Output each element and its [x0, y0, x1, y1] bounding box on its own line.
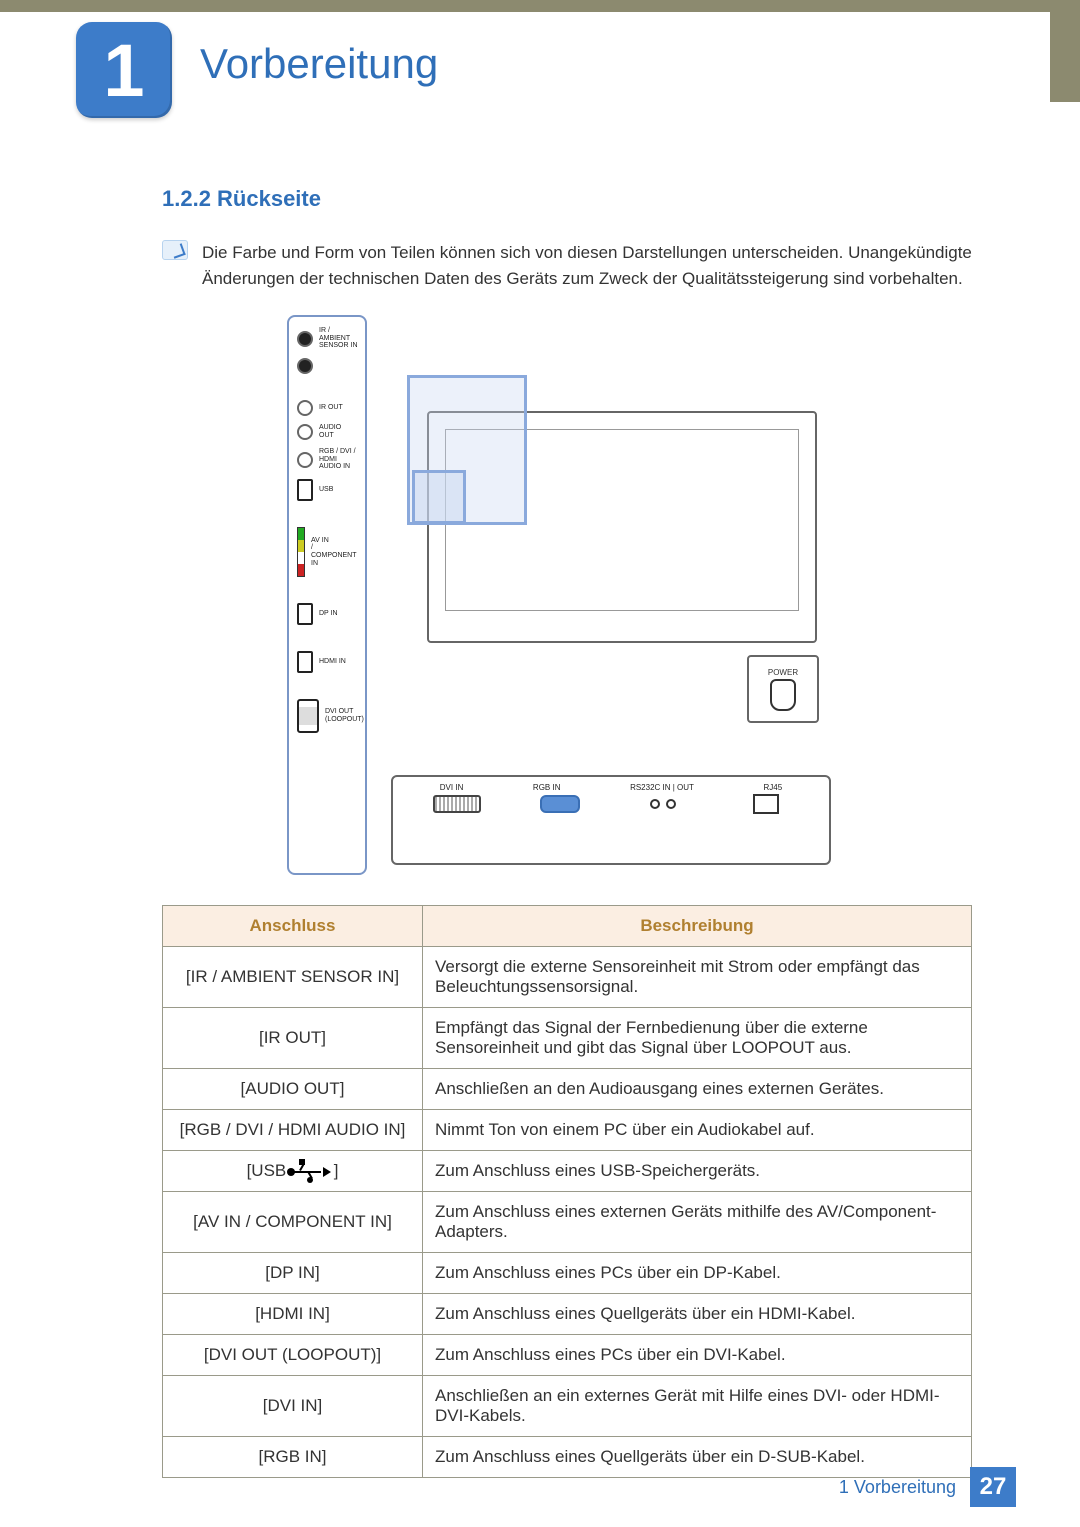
page-footer: 1 Vorbereitung 27 — [0, 1467, 1080, 1507]
note-icon — [162, 240, 188, 260]
table-cell-beschreibung: Zum Anschluss eines externen Geräts mith… — [423, 1192, 972, 1253]
table-cell-beschreibung: Empfängt das Signal der Fernbedienung üb… — [423, 1008, 972, 1069]
rs232c-jacks-icon — [650, 799, 676, 809]
usb-icon — [291, 1165, 329, 1179]
port-label: RGB / DVI / HDMI AUDIO IN — [319, 448, 356, 471]
power-plug-icon — [770, 679, 796, 711]
section-heading: 1.2.2 Rückseite — [162, 186, 972, 212]
port-label: AV IN / COMPONENT IN — [311, 537, 357, 568]
note-text: Die Farbe und Form von Teilen können sic… — [202, 240, 972, 291]
table-row: [DVI OUT (LOOPOUT)]Zum Anschluss eines P… — [163, 1335, 972, 1376]
jack-icon — [297, 452, 313, 468]
port-label: RS232C IN | OUT — [630, 783, 694, 792]
chapter-number-badge: 1 — [76, 22, 172, 118]
port-label: RJ45 — [764, 783, 783, 792]
zoom-highlight-inner — [412, 470, 466, 524]
table-cell-anschluss: [AUDIO OUT] — [163, 1069, 423, 1110]
port-label: IR / AMBIENT SENSOR IN — [319, 327, 358, 350]
usb-port-icon — [297, 479, 313, 501]
port-label: DVI IN — [440, 783, 464, 792]
port-label: HDMI IN — [319, 658, 346, 666]
note-row: Die Farbe und Form von Teilen können sic… — [162, 240, 972, 291]
bottom-port-row: DVI IN RGB IN RS232C IN | OUT RJ45 — [391, 775, 831, 865]
hdmi-port-icon — [297, 651, 313, 673]
table-cell-beschreibung: Zum Anschluss eines Quellgeräts über ein… — [423, 1294, 972, 1335]
table-row: [USB ]Zum Anschluss eines USB-Speicherge… — [163, 1151, 972, 1192]
table-cell-anschluss: [AV IN / COMPONENT IN] — [163, 1192, 423, 1253]
port-icon — [297, 358, 313, 374]
table-cell-anschluss: [DP IN] — [163, 1253, 423, 1294]
table-cell-beschreibung: Anschließen an den Audioausgang eines ex… — [423, 1069, 972, 1110]
table-cell-beschreibung: Zum Anschluss eines PCs über ein DVI-Kab… — [423, 1335, 972, 1376]
side-port-column: IR / AMBIENT SENSOR IN IR OUT AUDIO OUT … — [287, 315, 367, 875]
dvi-port-icon — [297, 699, 319, 733]
footer-chapter-text: 1 Vorbereitung — [839, 1477, 956, 1498]
table-row: [DVI IN]Anschließen an ein externes Gerä… — [163, 1376, 972, 1437]
table-row: [DP IN]Zum Anschluss eines PCs über ein … — [163, 1253, 972, 1294]
table-cell-anschluss: [USB ] — [163, 1151, 423, 1192]
table-row: [HDMI IN]Zum Anschluss eines Quellgeräts… — [163, 1294, 972, 1335]
page-content: 1.2.2 Rückseite Die Farbe und Form von T… — [162, 186, 972, 1478]
rj45-icon — [753, 794, 779, 814]
table-cell-anschluss: [DVI IN] — [163, 1376, 423, 1437]
dp-port-icon — [297, 603, 313, 625]
table-cell-beschreibung: Anschließen an ein externes Gerät mit Hi… — [423, 1376, 972, 1437]
port-label: AUDIO OUT — [319, 424, 341, 439]
port-label: IR OUT — [319, 404, 343, 412]
right-accent-strip — [1050, 12, 1080, 102]
port-label: DP IN — [319, 610, 338, 618]
table-cell-anschluss: [DVI OUT (LOOPOUT)] — [163, 1335, 423, 1376]
power-label: POWER — [768, 668, 798, 677]
table-row: [AUDIO OUT]Anschließen an den Audioausga… — [163, 1069, 972, 1110]
vga-connector-icon — [540, 795, 580, 813]
connector-description-table: Anschluss Beschreibung [IR / AMBIENT SEN… — [162, 905, 972, 1478]
power-connector-box: POWER — [747, 655, 819, 723]
table-cell-beschreibung: Nimmt Ton von einem PC über ein Audiokab… — [423, 1110, 972, 1151]
av-component-icon — [297, 527, 305, 577]
table-cell-anschluss: [HDMI IN] — [163, 1294, 423, 1335]
jack-icon — [297, 400, 313, 416]
table-header-anschluss: Anschluss — [163, 906, 423, 947]
table-cell-beschreibung: Zum Anschluss eines USB-Speichergeräts. — [423, 1151, 972, 1192]
table-row: [IR / AMBIENT SENSOR IN]Versorgt die ext… — [163, 947, 972, 1008]
port-label: DVI OUT (LOOPOUT) — [325, 708, 364, 723]
table-cell-anschluss: [RGB / DVI / HDMI AUDIO IN] — [163, 1110, 423, 1151]
table-cell-anschluss: [IR OUT] — [163, 1008, 423, 1069]
table-cell-beschreibung: Versorgt die externe Sensoreinheit mit S… — [423, 947, 972, 1008]
dvi-connector-icon — [433, 795, 481, 813]
port-label: RGB IN — [533, 783, 561, 792]
table-header-beschreibung: Beschreibung — [423, 906, 972, 947]
table-row: [IR OUT]Empfängt das Signal der Fernbedi… — [163, 1008, 972, 1069]
port-icon — [297, 331, 313, 347]
table-row: [RGB / DVI / HDMI AUDIO IN]Nimmt Ton von… — [163, 1110, 972, 1151]
jack-icon — [297, 424, 313, 440]
port-label: USB — [319, 486, 333, 494]
chapter-title: Vorbereitung — [200, 40, 438, 88]
top-accent-bar — [0, 0, 1080, 12]
table-row: [AV IN / COMPONENT IN]Zum Anschluss eine… — [163, 1192, 972, 1253]
table-cell-beschreibung: Zum Anschluss eines PCs über ein DP-Kabe… — [423, 1253, 972, 1294]
footer-page-number: 27 — [970, 1467, 1016, 1507]
table-cell-anschluss: [IR / AMBIENT SENSOR IN] — [163, 947, 423, 1008]
rear-panel-diagram: IR / AMBIENT SENSOR IN IR OUT AUDIO OUT … — [287, 315, 847, 875]
